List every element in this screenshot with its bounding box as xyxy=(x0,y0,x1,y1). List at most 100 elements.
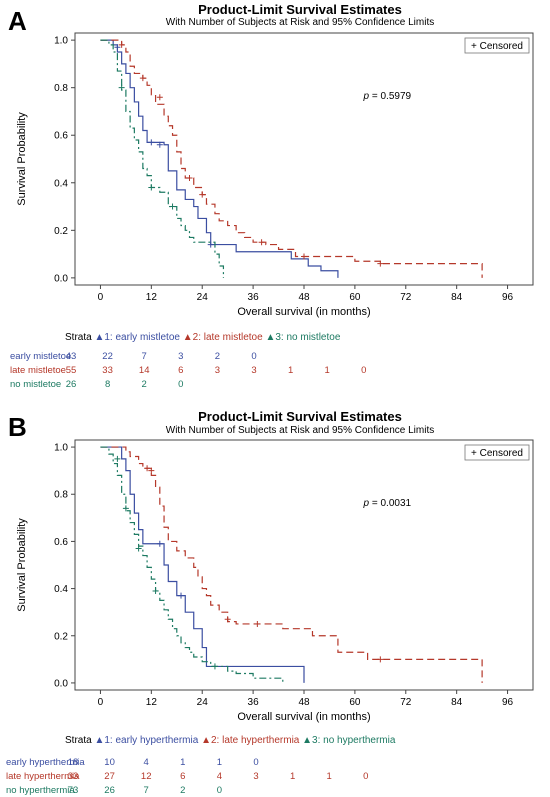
at-risk-count: 0 xyxy=(363,771,368,782)
at-risk-count: 43 xyxy=(66,351,77,362)
x-tick-label-a: 48 xyxy=(298,292,310,303)
censored-mark-no-hyperthermia xyxy=(152,587,159,594)
at-risk-label-no-hyperthermia: no hyperthermia xyxy=(6,785,75,796)
censored-mark-no-hyperthermia xyxy=(135,545,142,552)
at-risk-count: 10 xyxy=(104,757,115,768)
censored-mark-late-mistletoe xyxy=(377,260,384,267)
at-risk-label-late-hyperthermia: late hyperthermia xyxy=(6,771,80,782)
censored-mark-early-mistletoe xyxy=(156,141,163,148)
y-tick-label-b: 0.2 xyxy=(54,631,68,642)
survival-chart-a: 0 12 24 36 48 60 72 84 960.00.20.40.60.81.0Overa… xyxy=(10,32,534,390)
censored-mark-late-mistletoe xyxy=(258,239,265,246)
at-risk-count: 2 xyxy=(142,379,147,390)
at-risk-count: 0 xyxy=(251,351,256,362)
x-tick-label-b: 36 xyxy=(248,697,260,708)
plot-frame-a xyxy=(74,32,534,286)
survival-curve-late-hyperthermia xyxy=(100,446,483,683)
legend-entry-3: ▲3: no mistletoe xyxy=(265,332,340,343)
strata-legend-b: Strata ▲1: early hyperthermia ▲2: late h… xyxy=(65,735,396,746)
censored-mark-late-hyperthermia xyxy=(144,465,151,472)
censored-mark-early-hyperthermia xyxy=(178,592,185,599)
x-tick-label-a: 72 xyxy=(400,292,412,303)
survival-curve-early-mistletoe xyxy=(100,39,339,278)
x-tick-label-b: 72 xyxy=(400,697,412,708)
x-tick-label-b: 12 xyxy=(146,697,158,708)
at-risk-count: 2 xyxy=(180,785,185,796)
x-tick-label-b: 60 xyxy=(349,697,361,708)
censored-mark-no-mistletoe xyxy=(148,184,155,191)
legend-entry-3: ▲3: no hyperthermia xyxy=(302,735,396,746)
y-tick-label-b: 0.4 xyxy=(54,584,68,595)
at-risk-count: 3 xyxy=(253,771,258,782)
panel-label-a: A xyxy=(8,6,27,36)
survival-curve-early-hyperthermia xyxy=(100,446,305,683)
x-axis-label-b: Overall survival (in months) xyxy=(237,711,370,723)
x-tick-label-b: 84 xyxy=(451,697,463,708)
y-tick-label-a: 0.2 xyxy=(54,226,68,237)
strata-legend-a: Strata ▲1: early mistletoe ▲2: late mist… xyxy=(65,332,341,343)
x-tick-label-a: 84 xyxy=(451,292,463,303)
at-risk-count: 33 xyxy=(102,365,113,376)
at-risk-count: 1 xyxy=(288,365,293,376)
censored-mark-no-hyperthermia xyxy=(211,663,218,670)
x-tick-label-a: 36 xyxy=(248,292,260,303)
y-axis-label-a: Survival Probability xyxy=(16,112,28,206)
at-risk-count: 1 xyxy=(290,771,295,782)
censored-mark-early-mistletoe xyxy=(114,44,121,51)
censored-legend-box-b xyxy=(464,444,530,461)
strata-label: Strata xyxy=(65,332,94,343)
legend-entry-2: ▲2: late mistletoe xyxy=(183,332,266,343)
y-tick-label-b: 0.0 xyxy=(54,678,68,689)
censored-mark-late-mistletoe xyxy=(156,94,163,101)
at-risk-count: 3 xyxy=(251,365,256,376)
at-risk-label-no-mistletoe: no mistletoe xyxy=(10,379,61,390)
p-value-annotation-a: p = 0.5979 xyxy=(363,91,412,102)
survival-curve-late-mistletoe xyxy=(100,39,483,278)
censored-mark-late-hyperthermia xyxy=(254,620,261,627)
chart-title-b: Product-Limit Survival Estimates xyxy=(198,409,402,424)
legend-entry-2: ▲2: late hyperthermia xyxy=(201,735,302,746)
at-risk-count: 0 xyxy=(253,757,258,768)
at-risk-count: 73 xyxy=(68,785,79,796)
at-risk-count: 4 xyxy=(217,771,222,782)
at-risk-label-early-mistletoe: early mistletoe xyxy=(10,351,71,362)
at-risk-count: 1 xyxy=(180,757,185,768)
censored-mark-late-mistletoe xyxy=(301,253,307,260)
censored-mark-late-hyperthermia xyxy=(377,656,384,663)
chart-subtitle-a: With Number of Subjects at Risk and 95% … xyxy=(165,17,435,28)
at-risk-count: 1 xyxy=(325,365,330,376)
at-risk-count: 6 xyxy=(180,771,185,782)
at-risk-count: 4 xyxy=(144,757,149,768)
at-risk-label-late-mistletoe: late mistletoe xyxy=(10,365,66,376)
y-tick-label-a: 0.8 xyxy=(54,83,68,94)
at-risk-count: 55 xyxy=(66,365,77,376)
censored-mark-early-mistletoe xyxy=(148,139,155,146)
censored-legend-b: + Censored xyxy=(471,448,523,459)
legend-entry-1: ▲1: early hyperthermia xyxy=(94,735,201,746)
y-tick-label-b: 0.6 xyxy=(54,537,68,548)
y-tick-label-a: 0.6 xyxy=(54,131,68,142)
censored-mark-no-mistletoe xyxy=(169,203,176,210)
y-tick-label-a: 0.0 xyxy=(54,273,68,284)
survival-curve-no-mistletoe xyxy=(100,39,225,278)
x-tick-label-a: 0 xyxy=(98,292,104,303)
x-axis-label-a: Overall survival (in months) xyxy=(237,306,370,318)
censored-legend-box-a xyxy=(464,37,530,54)
plot-frame-b xyxy=(74,439,534,691)
at-risk-count: 3 xyxy=(215,365,220,376)
at-risk-count: 18 xyxy=(68,757,79,768)
at-risk-count: 0 xyxy=(361,365,366,376)
censored-mark-late-hyperthermia xyxy=(224,616,231,623)
censored-mark-no-mistletoe xyxy=(118,84,125,91)
x-tick-label-a: 24 xyxy=(197,292,209,303)
at-risk-count: 26 xyxy=(66,379,77,390)
survival-chart-b: 0 12 24 36 48 60 72 84 960.00.20.40.60.81.0Overa… xyxy=(6,439,534,796)
censored-mark-late-mistletoe xyxy=(199,191,206,198)
strata-label: Strata xyxy=(65,735,94,746)
at-risk-count: 7 xyxy=(144,785,149,796)
x-tick-label-b: 48 xyxy=(298,697,310,708)
censored-mark-early-hyperthermia xyxy=(156,540,163,547)
x-tick-label-a: 96 xyxy=(502,292,514,303)
at-risk-count: 26 xyxy=(104,785,115,796)
y-tick-label-b: 1.0 xyxy=(54,443,68,454)
